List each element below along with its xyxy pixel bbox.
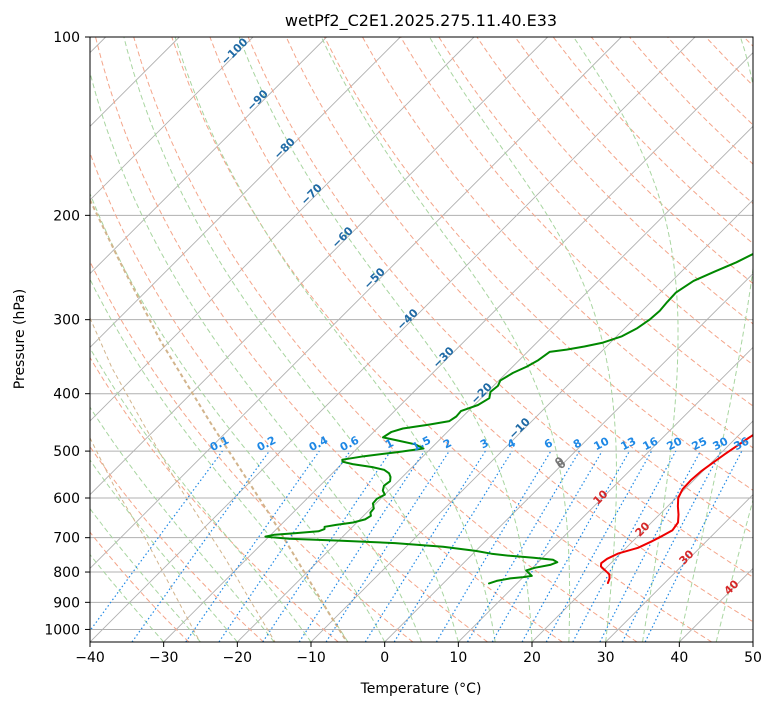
- decorative-curve: [90, 317, 276, 642]
- moist-adiabat-line: [90, 406, 275, 642]
- dry-adiabat-line: [90, 356, 339, 642]
- moist-adiabat-line: [90, 347, 312, 642]
- dry-adiabat-line: [400, 37, 753, 407]
- y-axis-title: Pressure (hPa): [12, 289, 28, 389]
- y-tick-label: 500: [53, 444, 80, 460]
- moist-adiabat-line: [123, 37, 459, 642]
- x-tick-label: 10: [449, 650, 467, 666]
- moist-adiabat-line: [174, 37, 496, 642]
- mixing-ratio-label: 36: [732, 434, 752, 453]
- mixing-ratio-line: [545, 450, 653, 642]
- y-tick-label: 300: [53, 313, 80, 329]
- dry-adiabat-line: [90, 445, 264, 642]
- dewpoint-profile: [264, 252, 753, 585]
- decorative-curve: [90, 199, 348, 642]
- dry-adiabat-line: [247, 37, 753, 578]
- x-tick-label: 50: [744, 650, 762, 666]
- mixing-ratio-line: [90, 450, 223, 632]
- x-tick-label: −30: [149, 650, 179, 666]
- moist-adiabat-line: [320, 37, 571, 642]
- moist-adiabat-line: [90, 278, 349, 642]
- mixing-ratio-line: [298, 450, 425, 642]
- y-tick-label: 700: [53, 531, 80, 547]
- mixing-ratio-label: 20: [665, 434, 685, 453]
- y-tick-label: 400: [53, 387, 80, 403]
- x-tick-label: 30: [597, 650, 615, 666]
- decorative-curve: [90, 437, 201, 642]
- mixing-ratio-label: 13: [619, 435, 639, 454]
- mixing-ratio-line: [262, 450, 392, 642]
- dry-adiabat-line: [90, 151, 488, 642]
- mixing-ratio-line: [185, 450, 320, 642]
- axes: −40 −30 −20 −10 0 10 20 30 40 50 100 200 300 400 500 60…: [44, 30, 762, 666]
- dry-adiabat-line: [323, 37, 753, 491]
- x-axis-title: Temperature (°C): [360, 681, 482, 697]
- y-tick-label: 800: [53, 565, 80, 581]
- isotherm-line: [90, 37, 327, 275]
- x-tick-label: 0: [380, 650, 389, 666]
- x-tick-label: −40: [75, 650, 105, 666]
- mixing-ratio-line: [393, 450, 513, 642]
- moist-adiabat-line: [573, 37, 679, 642]
- isotherm-line: [384, 273, 753, 642]
- dry-adiabat-line: [171, 37, 712, 642]
- dry-adiabat-line: [90, 531, 190, 642]
- x-tick-label: −10: [296, 650, 326, 666]
- moist-adiabat-line: [90, 459, 238, 642]
- dry-adiabat-line: [438, 37, 753, 366]
- isotherm-line: [90, 37, 254, 201]
- moist-adiabat-line: [429, 37, 617, 642]
- moist-adiabat-line: [90, 192, 386, 642]
- mixing-ratio-line: [572, 450, 677, 642]
- sounding-profiles: [264, 252, 753, 585]
- isotherm-line: [90, 37, 401, 348]
- y-tick-label: 100: [53, 30, 80, 46]
- mixing-ratio-label: 10: [592, 434, 612, 453]
- mixing-ratio-line: [325, 450, 450, 642]
- dry-adiabat-line: [95, 37, 563, 642]
- dry-adiabat-line: [362, 37, 753, 449]
- background-lines: [90, 37, 753, 642]
- x-tick-label: 20: [523, 650, 541, 666]
- moist-adiabat-line: [715, 498, 753, 642]
- mixing-ratio-label: 25: [690, 435, 710, 454]
- isotherm-line: [90, 37, 475, 422]
- isotherm-line: [458, 346, 753, 642]
- y-tick-label: 600: [53, 491, 80, 507]
- dry-adiabat-line: [90, 260, 414, 642]
- isotherm-line: [163, 52, 753, 642]
- isotherm-line: [605, 494, 753, 642]
- x-tick-label: −20: [223, 650, 253, 666]
- plot-frame: [89, 36, 754, 643]
- x-tick-label: 40: [670, 650, 688, 666]
- y-tick-label: 200: [53, 208, 80, 224]
- temperature-profile: [599, 433, 753, 584]
- dry-adiabat-line: [133, 37, 638, 642]
- dry-adiabat-line: [285, 37, 753, 535]
- dry-adiabat-line: [514, 37, 753, 285]
- mixing-ratio-line: [644, 450, 743, 642]
- chart-title: wetPf2_C2E1.2025.275.11.40.E33: [285, 11, 557, 31]
- mixing-ratio-line: [131, 450, 270, 642]
- dry-adiabat-line: [209, 37, 753, 623]
- mixing-ratio-line: [218, 450, 351, 642]
- moist-adiabat-line: [238, 37, 533, 642]
- isotherm-line: [531, 420, 753, 642]
- isotherm-line: [90, 37, 548, 496]
- mixing-ratio-label: 30: [711, 434, 731, 453]
- mixing-ratio-line: [521, 450, 631, 642]
- moist-adiabat-line: [678, 37, 753, 642]
- y-tick-label: 900: [53, 595, 80, 611]
- y-tick-label: 1000: [44, 622, 80, 638]
- isotherm-line: [90, 37, 622, 569]
- mixing-ratio-label: 16: [641, 434, 661, 453]
